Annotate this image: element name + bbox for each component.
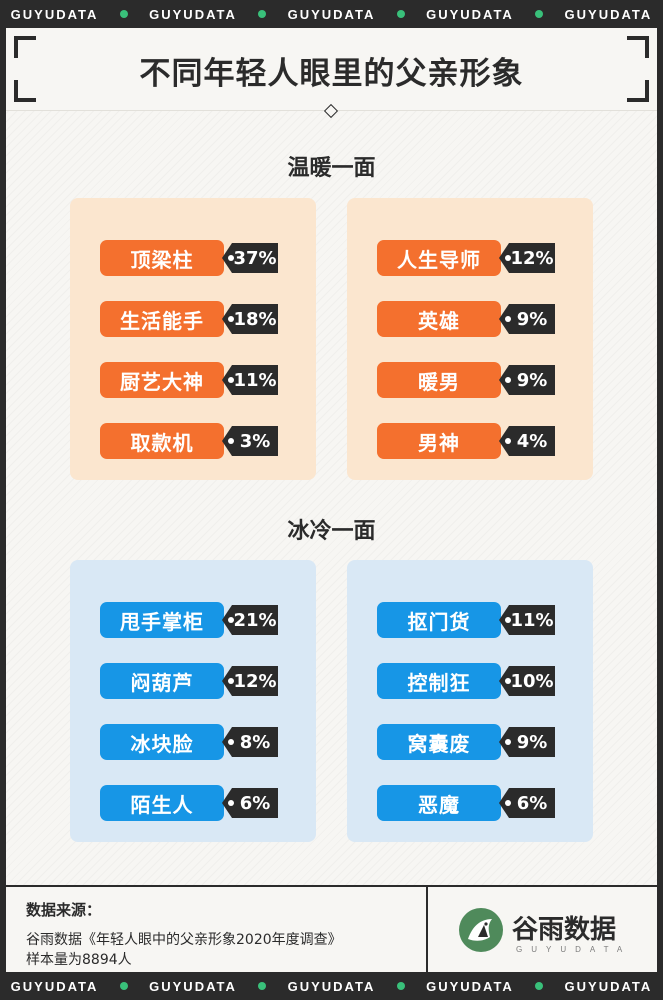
trait-tag: 人生导师 <box>377 240 501 276</box>
trait-tag: 控制狂 <box>377 663 501 699</box>
strip-text: GUYUDATA <box>287 978 376 994</box>
percentage-label: 9% <box>499 304 555 334</box>
percentage-label: 6% <box>499 788 555 818</box>
percentage-label: 10% <box>499 666 555 696</box>
trait-tag: 暖男 <box>377 362 501 398</box>
logo-text: 谷雨数据 <box>512 915 617 945</box>
corner-bracket-icon <box>627 36 649 58</box>
strip-dot-icon <box>119 10 128 18</box>
trait-tag: 抠门货 <box>377 602 501 638</box>
trait-tag: 顶梁柱 <box>100 240 224 276</box>
page-title: 不同年轻人眼里的父亲形象 <box>139 56 524 92</box>
guyu-bird-icon <box>459 908 503 952</box>
strip-text: GUYUDATA <box>10 6 99 22</box>
percentage-label: 11% <box>222 365 278 395</box>
percentage-label: 18% <box>222 304 278 334</box>
infographic-card: 不同年轻人眼里的父亲形象 温暖一面 冰冷一面 顶梁柱 37% 生活能手 18% 厨艺大神… <box>6 28 657 974</box>
section-title-warm: 温暖一面 <box>287 156 376 181</box>
source-line: 谷雨数据《年轻人眼中的父亲形象2020年度调查》 <box>26 932 342 948</box>
source-label: 数据来源： <box>26 901 102 919</box>
strip-text: GUYUDATA <box>10 978 99 994</box>
strip-text: GUYUDATA <box>426 6 514 22</box>
percentage-label: 6% <box>222 788 278 818</box>
trait-tag: 取款机 <box>100 423 224 459</box>
percentage-label: 37% <box>222 243 278 273</box>
trait-tag: 甩手掌柜 <box>100 602 224 638</box>
trait-tag: 生活能手 <box>100 301 224 337</box>
percentage-label: 3% <box>222 426 278 456</box>
strip-dot-icon <box>396 10 405 18</box>
percentage-label: 9% <box>499 727 555 757</box>
trait-tag: 冰块脸 <box>100 724 224 760</box>
top-brand-strip: GUYUDATA GUYUDATA GUYUDATA GUYUDATA GUYU… <box>0 0 663 28</box>
footer-divider <box>426 887 428 974</box>
sample-size-line: 样本量为8894人 <box>26 952 132 968</box>
strip-dot-icon <box>535 10 544 18</box>
trait-tag: 英雄 <box>377 301 501 337</box>
trait-tag: 陌生人 <box>100 785 224 821</box>
strip-text: GUYUDATA <box>426 978 514 994</box>
corner-bracket-icon <box>14 80 36 102</box>
strip-text: GUYUDATA <box>149 978 237 994</box>
strip-dot-icon <box>119 982 128 990</box>
corner-bracket-icon <box>14 36 36 58</box>
percentage-label: 9% <box>499 365 555 395</box>
strip-text: GUYUDATA <box>564 6 653 22</box>
strip-dot-icon <box>258 982 267 990</box>
trait-tag: 男神 <box>377 423 501 459</box>
percentage-label: 12% <box>499 243 555 273</box>
strip-dot-icon <box>535 982 544 990</box>
header: 不同年轻人眼里的父亲形象 <box>6 28 657 111</box>
footer: 数据来源： 谷雨数据《年轻人眼中的父亲形象2020年度调查》 样本量为8894人… <box>6 885 657 974</box>
section-title-cold: 冰冷一面 <box>287 519 376 544</box>
percentage-label: 12% <box>222 666 278 696</box>
strip-dot-icon <box>396 982 405 990</box>
trait-tag: 恶魔 <box>377 785 501 821</box>
trait-tag: 窝囊废 <box>377 724 501 760</box>
percentage-label: 4% <box>499 426 555 456</box>
percentage-label: 8% <box>222 727 278 757</box>
trait-tag: 闷葫芦 <box>100 663 224 699</box>
logo-subtitle: GUYUDATA <box>516 945 632 954</box>
percentage-label: 21% <box>222 605 278 635</box>
trait-tag: 厨艺大神 <box>100 362 224 398</box>
corner-bracket-icon <box>627 80 649 102</box>
strip-text: GUYUDATA <box>287 6 376 22</box>
percentage-label: 11% <box>499 605 555 635</box>
bottom-brand-strip: GUYUDATA GUYUDATA GUYUDATA GUYUDATA GUYU… <box>0 972 663 1000</box>
strip-text: GUYUDATA <box>149 6 237 22</box>
strip-text: GUYUDATA <box>564 978 653 994</box>
strip-dot-icon <box>258 10 267 18</box>
